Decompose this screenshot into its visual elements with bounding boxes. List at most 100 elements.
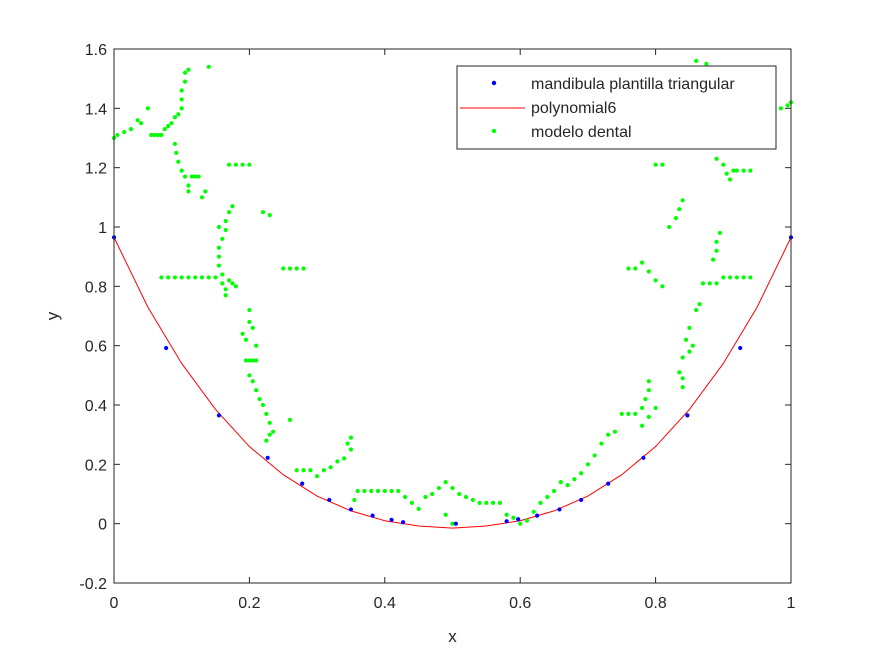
data-point-modelo-dental [308, 468, 313, 473]
data-point-modelo-dental [348, 447, 354, 452]
data-point-modelo-dental [403, 494, 408, 500]
data-point-mandibula [453, 521, 458, 526]
data-point-mandibula [535, 513, 540, 518]
data-point-modelo-dental [700, 281, 706, 286]
data-point-modelo-dental [639, 423, 645, 428]
axes-box [113, 48, 792, 584]
data-point-modelo-dental [565, 483, 570, 488]
data-point-modelo-dental [677, 207, 682, 212]
data-point-modelo-dental [179, 97, 184, 102]
data-point-modelo-dental [155, 132, 161, 138]
y-tick-label: 0.4 [85, 398, 107, 415]
data-point-modelo-dental [223, 287, 228, 292]
y-tick-label: 1.4 [85, 101, 107, 118]
data-point-modelo-dental [203, 189, 208, 194]
data-point-modelo-dental [741, 275, 746, 280]
data-point-mandibula [579, 497, 584, 503]
data-point-modelo-dental [169, 121, 174, 126]
data-point-modelo-dental [250, 325, 255, 330]
x-tick-label: 0.6 [509, 595, 531, 612]
data-point-modelo-dental [643, 396, 648, 402]
y-tick-label: 0 [98, 517, 107, 534]
data-point-modelo-dental [714, 248, 719, 253]
data-point-modelo-dental [683, 337, 689, 342]
legend-marker-modelo-dental [491, 128, 497, 134]
data-point-modelo-dental [511, 515, 516, 520]
data-point-mandibula [606, 481, 611, 486]
data-point-modelo-dental [626, 411, 631, 416]
data-point-modelo-dental [260, 210, 266, 215]
data-point-modelo-dental [677, 370, 682, 375]
data-point-modelo-dental [653, 278, 658, 283]
data-point-modelo-dental [247, 307, 252, 313]
data-point-modelo-dental [687, 349, 692, 354]
data-point-mandibula [216, 413, 222, 418]
data-point-modelo-dental [409, 500, 414, 505]
data-point-modelo-dental [220, 236, 225, 241]
data-point-modelo-dental [267, 432, 272, 437]
data-point-modelo-dental [172, 275, 178, 280]
data-point-modelo-dental [247, 373, 252, 378]
data-point-modelo-dental [186, 67, 191, 72]
data-point-modelo-dental [457, 491, 462, 497]
legend-label-modelo-dental: modelo dental [531, 124, 632, 141]
data-point-modelo-dental [497, 500, 502, 505]
data-point-modelo-dental [240, 331, 245, 336]
data-point-modelo-dental [592, 453, 597, 458]
data-point-modelo-dental [463, 494, 469, 500]
data-point-modelo-dental [382, 488, 387, 494]
data-point-modelo-dental [443, 512, 448, 517]
data-point-modelo-dental [254, 343, 259, 348]
data-point-modelo-dental [430, 491, 435, 497]
data-point-modelo-dental [362, 488, 367, 494]
data-point-modelo-dental [159, 275, 164, 280]
data-point-modelo-dental [199, 275, 205, 280]
data-point-modelo-dental [254, 388, 259, 393]
data-point-modelo-dental [639, 260, 645, 265]
data-point-modelo-dental [727, 275, 733, 280]
data-point-modelo-dental [135, 118, 140, 123]
data-point-modelo-dental [660, 284, 665, 289]
data-point-modelo-dental [260, 402, 266, 408]
data-point-modelo-dental [518, 521, 523, 526]
data-point-modelo-dental [149, 132, 154, 138]
data-point-mandibula [738, 345, 743, 351]
data-point-modelo-dental [355, 488, 360, 494]
data-point-modelo-dental [216, 263, 222, 268]
data-point-mandibula [164, 345, 169, 351]
data-point-modelo-dental [250, 358, 255, 363]
data-point-modelo-dental [254, 358, 259, 363]
data-point-modelo-dental [477, 500, 482, 505]
data-point-modelo-dental [176, 159, 181, 164]
legend-label-polynomial6: polynomial6 [531, 100, 616, 117]
data-point-modelo-dental [233, 162, 238, 167]
data-point-modelo-dental [748, 275, 753, 280]
legend-marker-mandibula [491, 80, 497, 86]
data-point-modelo-dental [667, 224, 672, 230]
x-axis-label: x [448, 627, 457, 646]
data-point-modelo-dental [226, 278, 232, 283]
data-point-modelo-dental [216, 254, 222, 259]
data-point-modelo-dental [301, 468, 306, 473]
data-point-modelo-dental [166, 124, 171, 129]
data-point-modelo-dental [220, 281, 225, 286]
data-point-modelo-dental [524, 518, 530, 523]
data-point-modelo-dental [152, 132, 157, 138]
data-point-modelo-dental [179, 88, 184, 93]
data-point-modelo-dental [247, 162, 252, 167]
data-point-modelo-dental [230, 281, 235, 286]
data-point-mandibula [389, 517, 394, 522]
data-point-modelo-dental [606, 432, 611, 437]
y-tick-label: 0.8 [85, 279, 107, 296]
data-point-modelo-dental [179, 168, 184, 173]
data-point-modelo-dental [233, 284, 238, 289]
data-point-modelo-dental [646, 269, 651, 274]
data-point-modelo-dental [287, 417, 293, 422]
data-point-modelo-dental [724, 171, 729, 176]
data-point-modelo-dental [226, 210, 232, 215]
data-point-modelo-dental [182, 174, 188, 179]
data-point-modelo-dental [220, 272, 225, 277]
data-point-modelo-dental [680, 198, 685, 203]
data-point-modelo-dental [176, 112, 181, 117]
data-point-modelo-dental [328, 465, 333, 470]
